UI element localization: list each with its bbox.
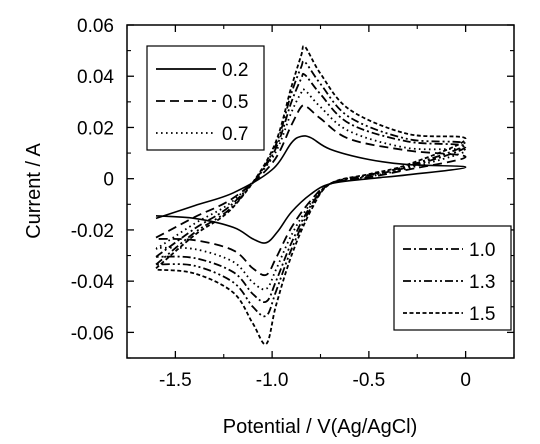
legend-label: 0.7 [222, 124, 248, 145]
y-tick-label: -0.02 [71, 221, 114, 242]
x-tick-label: -0.5 [353, 370, 386, 391]
y-tick-label: 0 [103, 170, 114, 191]
x-tick-label: -1.0 [256, 370, 289, 391]
y-axis-label: Current / A [23, 143, 45, 239]
legend-label: 0.2 [222, 60, 248, 81]
y-tick-label: 0.04 [77, 67, 114, 88]
legend-label: 0.5 [222, 92, 248, 113]
tick-layer: -1.5 -1.0 -0.5 0 -0.06 -0.04 -0.02 0 0.02 0.04 0.0… [71, 16, 514, 391]
y-tick-label: 0.02 [77, 118, 114, 139]
x-tick-label: -1.5 [159, 370, 192, 391]
y-tick-label: -0.06 [71, 323, 114, 344]
x-axis-label: Potential / V(Ag/AgCl) [223, 416, 418, 438]
y-tick-label: 0.06 [77, 16, 114, 37]
legend-layer: 0.2 0.5 0.7 1.0 1.3 1.5 [147, 46, 511, 330]
legend-label: 1.5 [469, 304, 495, 325]
legend-label: 1.3 [469, 272, 495, 293]
legend-label: 1.0 [469, 240, 495, 261]
x-tick-label: 0 [460, 370, 471, 391]
y-tick-label: -0.04 [71, 272, 115, 293]
